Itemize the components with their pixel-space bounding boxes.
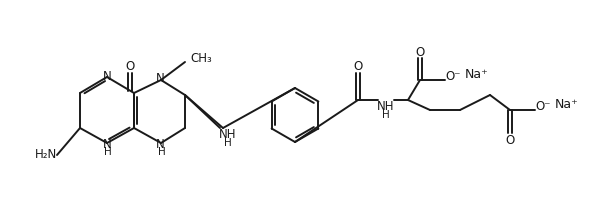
Text: O⁻: O⁻ bbox=[445, 69, 461, 83]
Text: N: N bbox=[103, 138, 112, 150]
Text: O: O bbox=[505, 134, 515, 147]
Text: H: H bbox=[104, 147, 112, 157]
Text: O: O bbox=[353, 60, 362, 72]
Text: N: N bbox=[155, 138, 164, 150]
Text: H: H bbox=[158, 147, 166, 157]
Text: O: O bbox=[415, 46, 425, 58]
Text: CH₃: CH₃ bbox=[190, 51, 212, 65]
Text: H: H bbox=[224, 138, 232, 148]
Text: N: N bbox=[155, 72, 164, 85]
Text: NH: NH bbox=[219, 129, 237, 141]
Text: Na⁺: Na⁺ bbox=[465, 69, 489, 81]
Text: N: N bbox=[103, 69, 112, 83]
Text: H₂N: H₂N bbox=[35, 148, 57, 161]
Text: O⁻: O⁻ bbox=[535, 99, 551, 113]
Text: Na⁺: Na⁺ bbox=[555, 99, 579, 111]
Text: H: H bbox=[382, 110, 390, 120]
Text: O: O bbox=[125, 60, 134, 72]
Text: NH: NH bbox=[377, 101, 395, 113]
